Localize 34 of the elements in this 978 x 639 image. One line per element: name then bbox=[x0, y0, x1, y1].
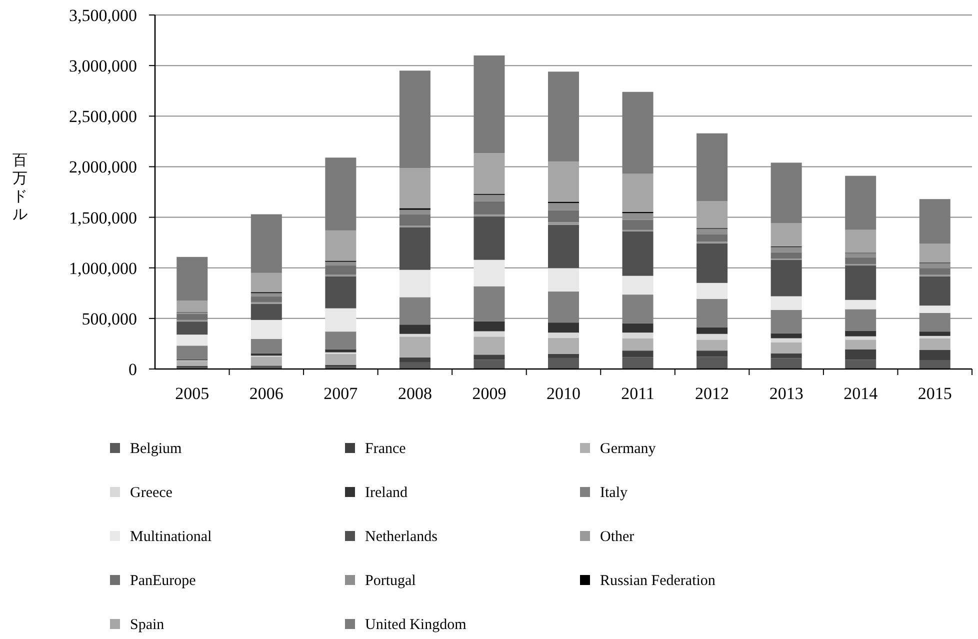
y-tick-label: 2,500,000 bbox=[69, 107, 137, 126]
x-tick-label: 2005 bbox=[175, 384, 210, 403]
y-tick-label: 1,000,000 bbox=[69, 258, 137, 278]
x-tick-label: 2015 bbox=[918, 384, 952, 403]
y-tick-label: 3,000,000 bbox=[69, 56, 137, 76]
y-tick-label: 3,500,000 bbox=[69, 6, 137, 25]
legend-label: PanEurope bbox=[130, 573, 196, 589]
legend-label: Netherlands bbox=[365, 529, 438, 545]
y-tick-label: 2,000,000 bbox=[69, 158, 137, 177]
x-tick-label: 2008 bbox=[398, 384, 432, 403]
x-tick-label: 2007 bbox=[324, 384, 358, 403]
y-tick-label: 1,500,000 bbox=[69, 208, 137, 228]
legend-label: United Kingdom bbox=[365, 617, 467, 633]
y-axis-title: 百万ドル bbox=[12, 151, 28, 223]
legend-label: Germany bbox=[600, 441, 656, 457]
y-tick-label: 500,000 bbox=[82, 309, 137, 328]
legend-label: Portugal bbox=[365, 573, 416, 589]
legend-label: Italy bbox=[600, 485, 628, 501]
x-tick-label: 2013 bbox=[769, 384, 804, 403]
legend-label: Spain bbox=[130, 617, 165, 633]
legend-label: Other bbox=[600, 529, 634, 545]
x-tick-label: 2010 bbox=[546, 384, 580, 403]
legend-label: Belgium bbox=[130, 441, 182, 457]
x-tick-label: 2006 bbox=[249, 384, 284, 403]
y-tick-label: 0 bbox=[128, 360, 137, 379]
x-tick-label: 2014 bbox=[844, 384, 878, 403]
legend-label: Multinational bbox=[130, 529, 212, 545]
legend-label: Greece bbox=[130, 485, 173, 501]
x-tick-label: 2009 bbox=[472, 384, 506, 403]
legend-label: France bbox=[365, 441, 406, 457]
x-tick-label: 2011 bbox=[621, 384, 654, 403]
legend-label: Ireland bbox=[365, 485, 408, 501]
x-tick-label: 2012 bbox=[695, 384, 730, 403]
legend-label: Russian Federation bbox=[600, 573, 716, 589]
